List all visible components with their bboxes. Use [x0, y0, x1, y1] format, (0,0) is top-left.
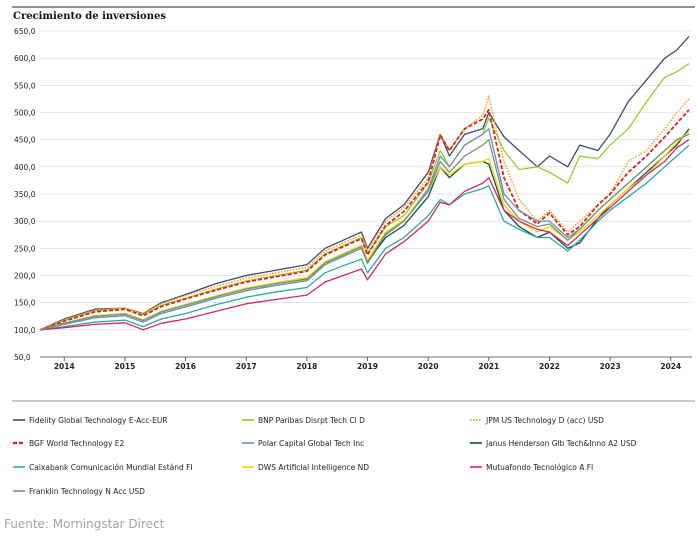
y-tick-label: 200,0 — [14, 272, 36, 281]
x-tick-label: 2023 — [600, 362, 621, 371]
legend-label: Franklin Technology N Acc USD — [29, 487, 145, 496]
legend-label: Polar Capital Global Tech Inc — [258, 439, 364, 448]
y-tick-label: 500,0 — [14, 109, 36, 118]
y-tick-label: 50,0 — [14, 353, 31, 362]
chart-title: Crecimiento de inversiones — [13, 11, 166, 22]
x-tick-label: 2024 — [660, 362, 681, 371]
y-tick-label: 150,0 — [14, 299, 36, 308]
y-tick-label: 300,0 — [14, 217, 36, 226]
x-tick-label: 2019 — [357, 362, 378, 371]
legend-label: Caixabank Comunicación Mundial Estánd FI — [29, 463, 193, 472]
y-tick-label: 400,0 — [14, 163, 36, 172]
legend-label: Fidelity Global Technology E-Acc-EUR — [29, 416, 168, 425]
legend-label: Mutuafondo Tecnológico A FI — [486, 463, 593, 472]
legend-label: JPM US Technology D (acc) USD — [485, 416, 604, 425]
y-tick-label: 550,0 — [14, 81, 36, 90]
series-line — [39, 108, 690, 331]
y-tick-label: 100,0 — [14, 326, 36, 335]
x-tick-label: 2017 — [236, 362, 257, 371]
series-line — [39, 128, 690, 331]
x-axis: 2014 2015 2016 2017 2018 2019 2020 2021 2022 2023… — [40, 356, 692, 371]
series-lines — [39, 35, 690, 331]
y-tick-label: 350,0 — [14, 190, 36, 199]
series-line — [39, 63, 690, 331]
legend: Fidelity Global Technology E-Acc-EUR BNP … — [13, 416, 637, 496]
y-tick-label: 600,0 — [14, 54, 36, 63]
grid — [40, 30, 692, 358]
series-line — [39, 133, 690, 331]
legend-label: BGF World Technology E2 — [29, 439, 125, 448]
x-tick-label: 2022 — [539, 362, 560, 371]
y-tick-label: 450,0 — [14, 136, 36, 145]
x-tick-label: 2018 — [296, 362, 317, 371]
y-axis: 50,0 100,0 150,0 200,0 250,0 300,0 350,0 400,0 4… — [14, 27, 36, 362]
x-tick-label: 2016 — [175, 362, 196, 371]
y-tick-label: 250,0 — [14, 244, 36, 253]
series-line — [39, 144, 690, 331]
legend-label: BNP Paribas Disrpt Tech Cl D — [258, 416, 365, 425]
x-tick-label: 2015 — [114, 362, 135, 371]
series-line — [39, 128, 690, 331]
x-tick-label: 2014 — [54, 362, 75, 371]
source-note: Fuente: Morningstar Direct — [4, 517, 165, 531]
legend-label: DWS Artificial Intelligence ND — [258, 463, 369, 472]
legend-label: Janus Henderson Glb Tech&Inno A2 USD — [485, 439, 637, 448]
series-line — [39, 35, 690, 331]
series-line — [39, 95, 690, 331]
x-tick-label: 2021 — [478, 362, 499, 371]
series-line — [39, 131, 690, 331]
y-tick-label: 650,0 — [14, 27, 36, 36]
series-line — [39, 139, 690, 331]
x-tick-label: 2020 — [418, 362, 439, 371]
